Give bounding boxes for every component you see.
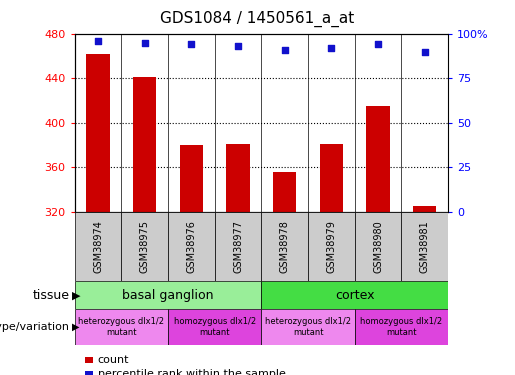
Text: homozygous dlx1/2
mutant: homozygous dlx1/2 mutant bbox=[360, 318, 442, 337]
Text: heterozygous dlx1/2
mutant: heterozygous dlx1/2 mutant bbox=[265, 318, 351, 337]
Point bbox=[234, 43, 242, 49]
Bar bbox=[355, 309, 448, 345]
Bar bbox=[355, 212, 401, 281]
Bar bbox=[133, 77, 157, 212]
Point bbox=[421, 49, 429, 55]
Text: homozygous dlx1/2
mutant: homozygous dlx1/2 mutant bbox=[174, 318, 256, 337]
Point bbox=[327, 45, 335, 51]
Text: count: count bbox=[98, 355, 129, 365]
Bar bbox=[261, 212, 308, 281]
Text: GSM38974: GSM38974 bbox=[93, 220, 103, 273]
Text: GDS1084 / 1450561_a_at: GDS1084 / 1450561_a_at bbox=[160, 11, 355, 27]
Text: tissue: tissue bbox=[32, 289, 70, 302]
Bar bbox=[320, 144, 343, 212]
Text: basal ganglion: basal ganglion bbox=[122, 289, 214, 302]
Text: cortex: cortex bbox=[335, 289, 374, 302]
Bar bbox=[75, 309, 168, 345]
Text: ▶: ▶ bbox=[72, 290, 81, 300]
Text: GSM38978: GSM38978 bbox=[280, 220, 290, 273]
Bar bbox=[261, 309, 355, 345]
Point bbox=[94, 38, 102, 44]
Text: GSM38979: GSM38979 bbox=[327, 220, 336, 273]
Text: heterozygous dlx1/2
mutant: heterozygous dlx1/2 mutant bbox=[78, 318, 164, 337]
Bar bbox=[227, 144, 250, 212]
Bar bbox=[75, 281, 261, 309]
Point bbox=[281, 47, 289, 53]
Bar bbox=[87, 54, 110, 212]
Text: GSM38981: GSM38981 bbox=[420, 220, 430, 273]
Bar bbox=[168, 212, 215, 281]
Bar bbox=[75, 212, 122, 281]
Text: ▶: ▶ bbox=[72, 322, 80, 332]
Bar bbox=[180, 145, 203, 212]
Text: GSM38976: GSM38976 bbox=[186, 220, 196, 273]
Bar bbox=[122, 212, 168, 281]
Bar bbox=[168, 309, 261, 345]
Bar bbox=[261, 281, 448, 309]
Text: GSM38975: GSM38975 bbox=[140, 220, 150, 273]
Point bbox=[187, 42, 196, 48]
Text: GSM38977: GSM38977 bbox=[233, 220, 243, 273]
Bar bbox=[308, 212, 355, 281]
Point bbox=[374, 42, 382, 48]
Bar bbox=[273, 172, 296, 212]
Point bbox=[141, 40, 149, 46]
Bar bbox=[215, 212, 261, 281]
Bar bbox=[401, 212, 448, 281]
Text: GSM38980: GSM38980 bbox=[373, 220, 383, 273]
Bar bbox=[413, 206, 436, 212]
Bar bbox=[366, 106, 390, 212]
Text: percentile rank within the sample: percentile rank within the sample bbox=[98, 369, 286, 375]
Text: genotype/variation: genotype/variation bbox=[0, 322, 70, 332]
